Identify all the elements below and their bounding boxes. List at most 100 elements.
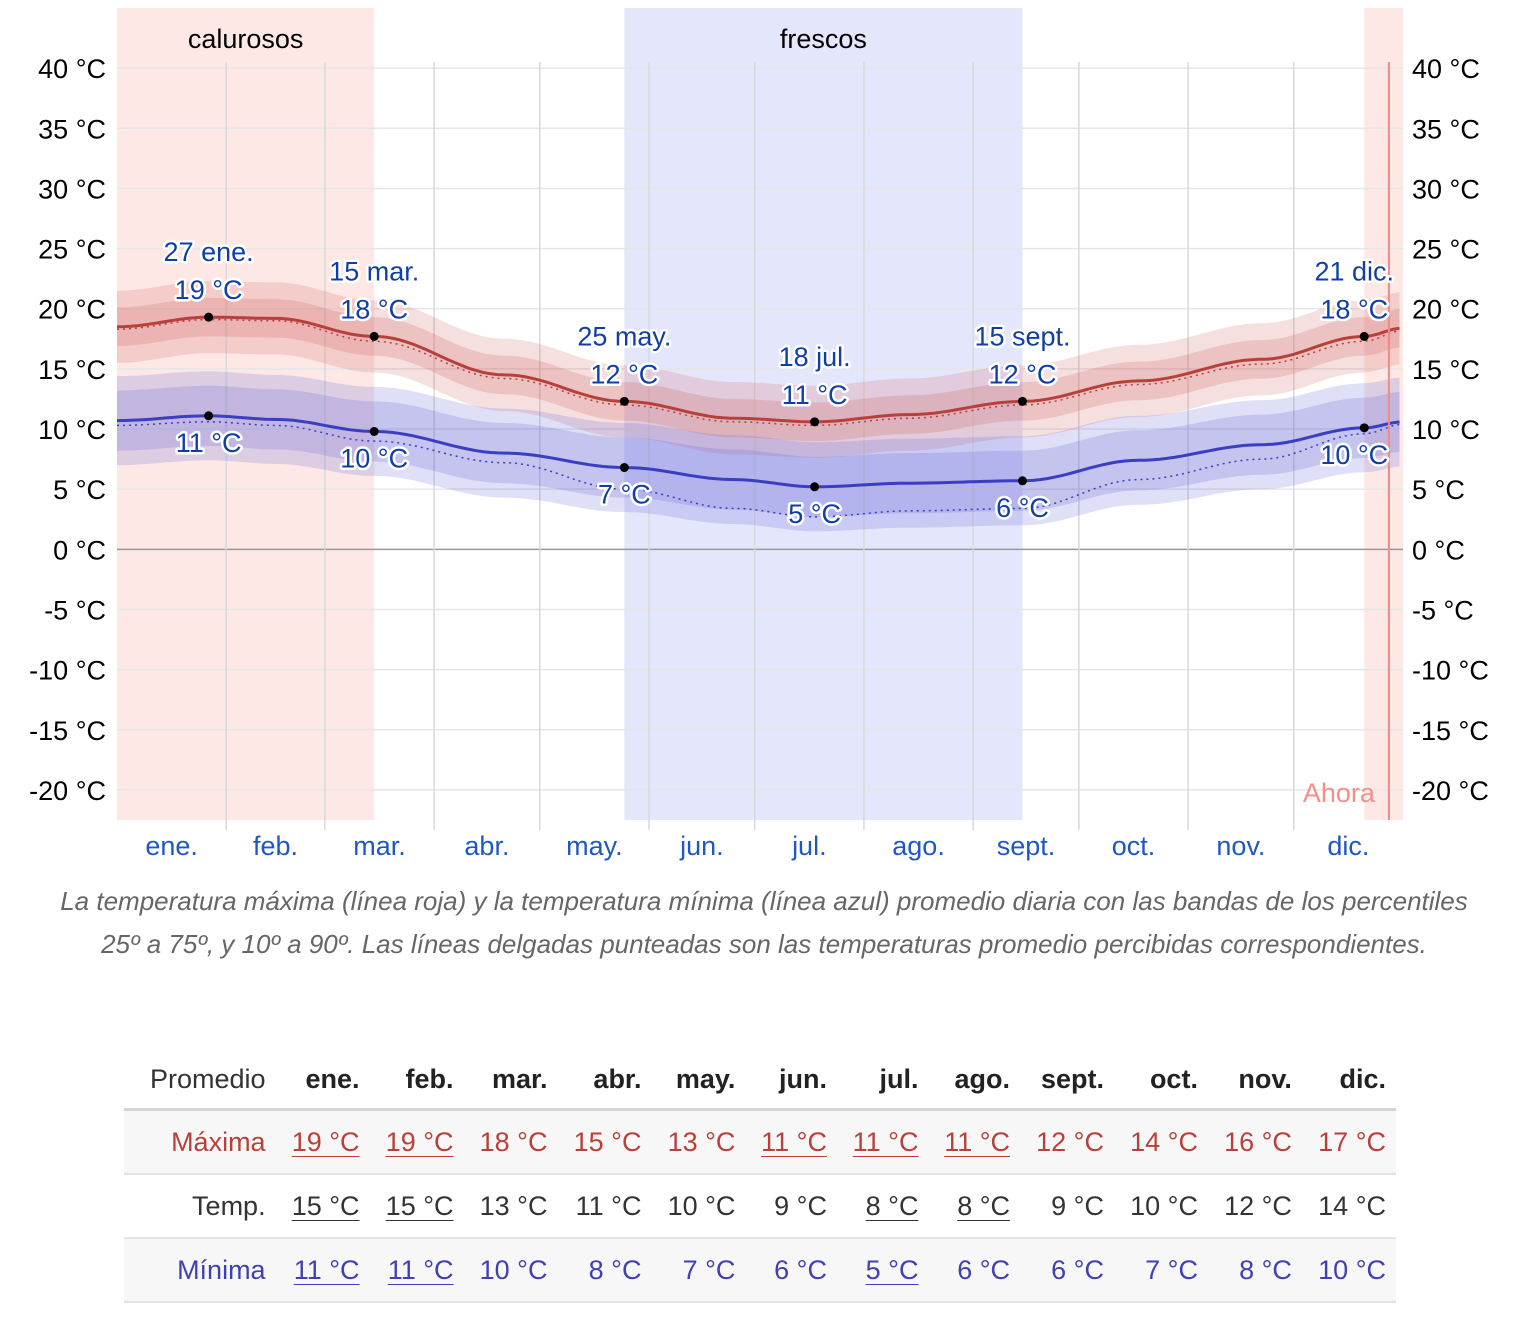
table-cell: 7 °C (1113, 1238, 1208, 1303)
table-month-header: jul. (836, 1050, 929, 1111)
y-tick-label-right: 10 °C (1412, 415, 1480, 445)
month-label-11: dic. (1327, 831, 1369, 861)
table-cell: 16 °C (1207, 1109, 1302, 1175)
month-label-0: ene. (145, 831, 198, 861)
y-tick-label-right: 15 °C (1412, 355, 1480, 385)
annotation-date: 25 may. (577, 321, 671, 351)
table-cell: 13 °C (651, 1109, 746, 1175)
table-cell-value: 11 °C (944, 1126, 1011, 1157)
table-cell-value: 9 °C (774, 1190, 827, 1221)
table-cell-value: 12 °C (1224, 1190, 1292, 1221)
table-month-header: jun. (745, 1050, 837, 1111)
table-cell-value: 8 °C (1239, 1254, 1292, 1285)
feels-like-line-high (116, 318, 1400, 427)
table-cell-value: 19 °C (385, 1126, 454, 1157)
table-cell: 5 °C (836, 1238, 929, 1303)
month-label-4: may. (566, 831, 623, 861)
table-month-header: ene. (275, 1050, 370, 1111)
annotation-point (369, 331, 379, 341)
month-label-3: abr. (464, 831, 509, 861)
y-tick-label-right: 20 °C (1412, 295, 1480, 325)
table-cell-value: 11 °C (387, 1254, 454, 1285)
y-tick-label-left: 15 °C (38, 355, 106, 385)
temperature-chart: calurosos frescos -20 °C -20 °C -15 °C -15 °C… (29, 8, 1489, 861)
table-cell: 11 °C (275, 1238, 370, 1303)
annotation-temp: 12 °C (989, 359, 1057, 389)
table-cell: 10 °C (1301, 1238, 1396, 1303)
table-row-label: Máxima (124, 1109, 276, 1175)
table-cell-value: 10 °C (479, 1254, 548, 1285)
table-cell-value: 19 °C (291, 1126, 360, 1157)
y-tick-label-right: 40 °C (1412, 54, 1480, 84)
table-cell-value: 6 °C (957, 1254, 1011, 1285)
table-cell: 12 °C (1020, 1109, 1114, 1175)
table-cell: 8 °C (836, 1174, 929, 1239)
y-tick-label-left: -20 °C (29, 776, 106, 806)
month-label-8: sept. (997, 831, 1056, 861)
table-cell-value: 7 °C (682, 1254, 736, 1285)
annotation-date: 15 mar. (329, 256, 419, 286)
annotation-point (810, 482, 820, 492)
table-cell-value: 14 °C (1130, 1126, 1198, 1157)
annotation-date: 18 jul. (779, 342, 851, 372)
table-cell: 17 °C (1301, 1109, 1396, 1175)
table-cell-value: 10 °C (1318, 1254, 1386, 1285)
month-label-6: jul. (791, 831, 827, 861)
monthly-averages-table: Promedio ene. feb. mar. abr. may. jun. jul. ago… (124, 1050, 1396, 1303)
band-p10-90-low (117, 371, 1400, 532)
table-cell: 11 °C (836, 1109, 929, 1175)
table-cell: 10 °C (463, 1238, 558, 1303)
annotation-date: 27 ene. (164, 237, 254, 267)
table-cell: 11 °C (557, 1174, 652, 1239)
y-tick-label-right: -15 °C (1412, 716, 1489, 746)
table-cell: 11 °C (369, 1238, 464, 1303)
y-tick-label-right: 35 °C (1412, 114, 1480, 144)
table-month-header: ago. (928, 1050, 1021, 1111)
table-cell-value: 8 °C (588, 1254, 642, 1285)
table-cell: 7 °C (651, 1238, 746, 1303)
table-cell: 11 °C (745, 1109, 837, 1175)
table-cell: 10 °C (651, 1174, 746, 1239)
table-month-header: nov. (1207, 1050, 1302, 1111)
y-tick-label-left: 5 °C (53, 475, 106, 505)
table-cell: 15 °C (275, 1174, 370, 1239)
table-cell: 8 °C (928, 1174, 1021, 1239)
table-row-label: Temp. (124, 1174, 276, 1239)
y-tick-label-left: -10 °C (29, 656, 106, 686)
annotation-point (619, 463, 629, 473)
table-cell-value: 8 °C (865, 1190, 919, 1221)
annotation-temp: 18 °C (340, 294, 408, 324)
month-label-5: jun. (679, 831, 724, 861)
table-cell: 14 °C (1301, 1174, 1396, 1239)
table-cell-value: 11 °C (575, 1190, 642, 1221)
table-cell: 11 °C (928, 1109, 1021, 1175)
table-month-header: oct. (1113, 1050, 1208, 1111)
avg-line-low (116, 414, 1400, 489)
table-cell-value: 6 °C (774, 1254, 827, 1285)
annotation-point (1017, 476, 1027, 486)
table-cell-value: 15 °C (291, 1190, 360, 1221)
season-band-0 (117, 8, 375, 820)
table-month-header: may. (651, 1050, 746, 1111)
month-label-7: ago. (892, 831, 945, 861)
band-p25-75-low (117, 385, 1400, 517)
now-label: Ahora (1303, 778, 1376, 808)
table-row-avg: Temp. 15 °C 15 °C 13 °C 11 °C 10 °C 9 °C 8 °C 8 … (124, 1174, 1396, 1239)
table-cell-value: 7 °C (1145, 1254, 1198, 1285)
y-tick-label-left: -15 °C (29, 716, 106, 746)
table-cell-value: 17 °C (1318, 1126, 1386, 1157)
y-tick-label-left: 35 °C (38, 114, 106, 144)
table-cell: 10 °C (1113, 1174, 1208, 1239)
table-cell-value: 8 °C (957, 1190, 1011, 1221)
y-tick-label-right: 30 °C (1412, 174, 1480, 204)
table-cell-value: 15 °C (385, 1190, 454, 1221)
table-header-row: Promedio ene. feb. mar. abr. may. jun. jul. ago… (124, 1050, 1396, 1111)
annotation-temp: 5 °C (788, 499, 841, 529)
annotation-date: 21 dic. (1314, 256, 1394, 286)
table-month-header: feb. (369, 1050, 464, 1111)
annotation-temp: 19 °C (175, 275, 243, 305)
table-month-header: sept. (1020, 1050, 1114, 1111)
month-label-9: oct. (1112, 831, 1156, 861)
month-label-2: mar. (353, 831, 406, 861)
table-cell-value: 11 °C (852, 1126, 919, 1157)
